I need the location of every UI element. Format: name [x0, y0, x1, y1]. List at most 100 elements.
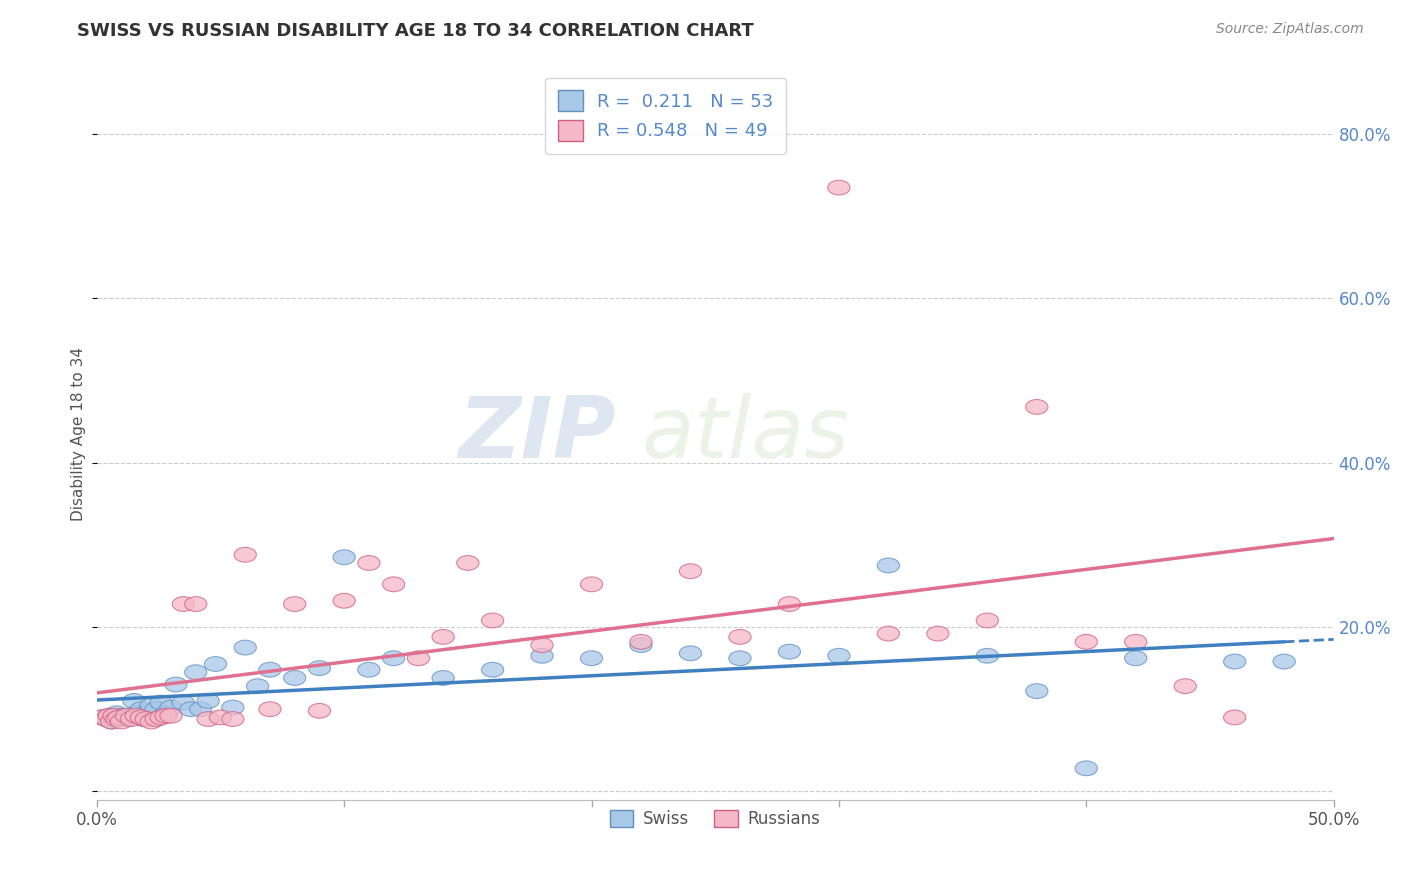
Ellipse shape [105, 712, 128, 726]
Ellipse shape [100, 714, 122, 729]
Ellipse shape [90, 710, 112, 725]
Ellipse shape [184, 665, 207, 680]
Ellipse shape [111, 708, 132, 723]
Ellipse shape [103, 710, 125, 725]
Ellipse shape [150, 710, 173, 725]
Ellipse shape [165, 677, 187, 692]
Ellipse shape [779, 644, 800, 659]
Ellipse shape [259, 663, 281, 677]
Ellipse shape [1076, 761, 1098, 776]
Ellipse shape [581, 651, 603, 665]
Ellipse shape [131, 702, 152, 716]
Ellipse shape [1174, 679, 1197, 694]
Ellipse shape [96, 712, 118, 726]
Ellipse shape [173, 695, 194, 710]
Ellipse shape [779, 597, 800, 611]
Ellipse shape [222, 712, 245, 726]
Text: atlas: atlas [641, 392, 849, 475]
Ellipse shape [160, 708, 183, 723]
Ellipse shape [118, 708, 141, 723]
Ellipse shape [246, 679, 269, 694]
Ellipse shape [90, 710, 112, 725]
Ellipse shape [284, 597, 307, 611]
Ellipse shape [180, 702, 202, 716]
Ellipse shape [197, 712, 219, 726]
Ellipse shape [1025, 400, 1047, 414]
Ellipse shape [728, 651, 751, 665]
Text: ZIP: ZIP [458, 392, 616, 475]
Ellipse shape [432, 630, 454, 644]
Ellipse shape [125, 708, 148, 723]
Ellipse shape [728, 630, 751, 644]
Ellipse shape [828, 180, 851, 195]
Ellipse shape [100, 714, 122, 729]
Ellipse shape [357, 663, 380, 677]
Ellipse shape [209, 710, 232, 725]
Ellipse shape [132, 712, 155, 726]
Ellipse shape [927, 626, 949, 641]
Ellipse shape [131, 710, 152, 725]
Ellipse shape [333, 593, 356, 608]
Y-axis label: Disability Age 18 to 34: Disability Age 18 to 34 [72, 347, 86, 521]
Ellipse shape [976, 648, 998, 663]
Ellipse shape [108, 710, 131, 725]
Ellipse shape [173, 597, 194, 611]
Ellipse shape [333, 549, 356, 565]
Text: SWISS VS RUSSIAN DISABILITY AGE 18 TO 34 CORRELATION CHART: SWISS VS RUSSIAN DISABILITY AGE 18 TO 34… [77, 22, 754, 40]
Ellipse shape [1076, 634, 1098, 649]
Ellipse shape [1125, 651, 1147, 665]
Ellipse shape [145, 712, 167, 726]
Ellipse shape [197, 694, 219, 708]
Ellipse shape [155, 708, 177, 723]
Text: Source: ZipAtlas.com: Source: ZipAtlas.com [1216, 22, 1364, 37]
Ellipse shape [630, 638, 652, 653]
Ellipse shape [233, 548, 256, 562]
Ellipse shape [160, 700, 183, 714]
Ellipse shape [284, 671, 307, 685]
Ellipse shape [125, 706, 148, 721]
Ellipse shape [457, 556, 479, 570]
Ellipse shape [222, 700, 245, 714]
Ellipse shape [1223, 710, 1246, 725]
Legend: Swiss, Russians: Swiss, Russians [603, 804, 827, 835]
Ellipse shape [96, 712, 118, 726]
Ellipse shape [108, 712, 131, 726]
Ellipse shape [145, 702, 167, 716]
Ellipse shape [98, 708, 121, 723]
Ellipse shape [382, 651, 405, 665]
Ellipse shape [976, 613, 998, 628]
Ellipse shape [103, 708, 125, 723]
Ellipse shape [531, 638, 553, 653]
Ellipse shape [135, 712, 157, 726]
Ellipse shape [141, 714, 162, 729]
Ellipse shape [155, 706, 177, 721]
Ellipse shape [630, 634, 652, 649]
Ellipse shape [382, 577, 405, 591]
Ellipse shape [135, 706, 157, 721]
Ellipse shape [1223, 654, 1246, 669]
Ellipse shape [877, 626, 900, 641]
Ellipse shape [141, 698, 162, 713]
Ellipse shape [1125, 634, 1147, 649]
Ellipse shape [679, 646, 702, 661]
Ellipse shape [233, 640, 256, 655]
Ellipse shape [531, 648, 553, 663]
Ellipse shape [121, 712, 142, 726]
Ellipse shape [190, 702, 212, 716]
Ellipse shape [105, 706, 128, 721]
Ellipse shape [481, 663, 503, 677]
Ellipse shape [184, 597, 207, 611]
Ellipse shape [481, 613, 503, 628]
Ellipse shape [308, 661, 330, 675]
Ellipse shape [1025, 683, 1047, 698]
Ellipse shape [877, 558, 900, 573]
Ellipse shape [111, 714, 132, 729]
Ellipse shape [828, 648, 851, 663]
Ellipse shape [308, 704, 330, 718]
Ellipse shape [98, 708, 121, 723]
Ellipse shape [357, 556, 380, 570]
Ellipse shape [259, 702, 281, 716]
Ellipse shape [432, 671, 454, 685]
Ellipse shape [112, 710, 135, 725]
Ellipse shape [1272, 654, 1295, 669]
